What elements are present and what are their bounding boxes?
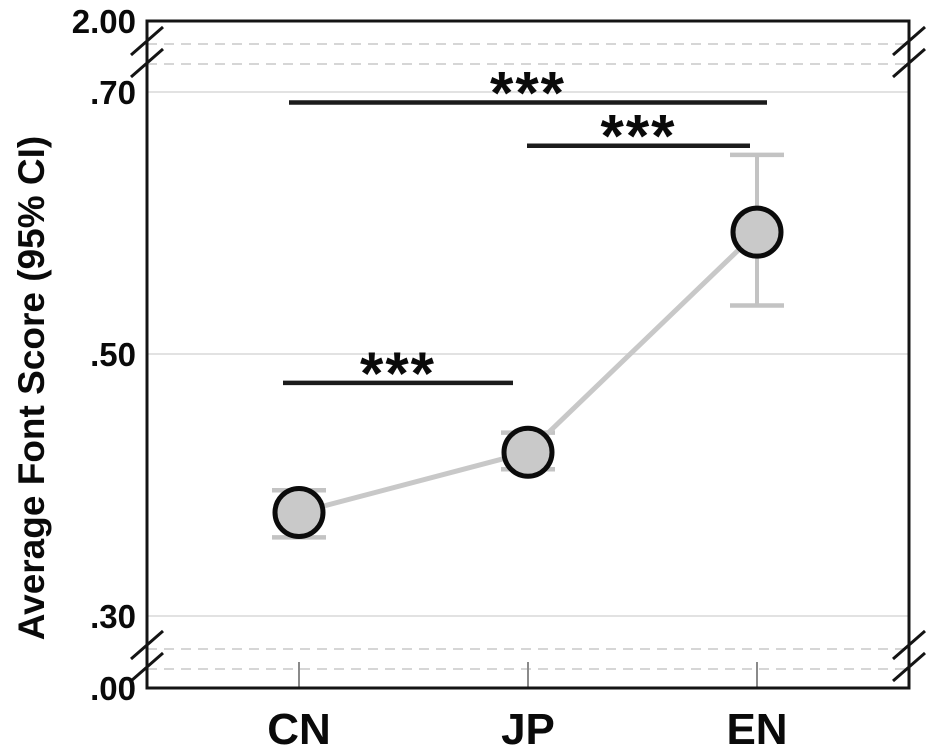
axis-break-slash: [130, 25, 164, 57]
data-point-marker: [501, 425, 555, 479]
axis-break-slash: [892, 651, 926, 683]
axis-break-slash: [130, 47, 164, 79]
significance-label: ***: [360, 340, 436, 407]
y-axis-title: Average Font Score (95% CI): [11, 136, 52, 640]
y-tick-label: .50: [90, 336, 136, 373]
data-point-marker: [272, 486, 326, 540]
x-tick-label: EN: [726, 705, 787, 750]
data-point-marker: [730, 205, 784, 259]
axis-break-slash: [130, 651, 164, 683]
x-tick-label: CN: [267, 705, 331, 750]
y-tick-label: 2.00: [72, 3, 136, 40]
significance-label: ***: [600, 103, 676, 170]
x-tick-label: JP: [501, 705, 555, 750]
axis-break-slash: [130, 629, 164, 661]
y-tick-label: .30: [90, 598, 136, 635]
axis-break-slash: [892, 629, 926, 661]
y-tick-label: .00: [90, 670, 136, 707]
y-tick-label: .70: [90, 74, 136, 111]
axis-break-slash: [892, 25, 926, 57]
plot-frame: [145, 19, 911, 690]
significance-label: ***: [490, 59, 566, 126]
axis-break-slash: [892, 47, 926, 79]
